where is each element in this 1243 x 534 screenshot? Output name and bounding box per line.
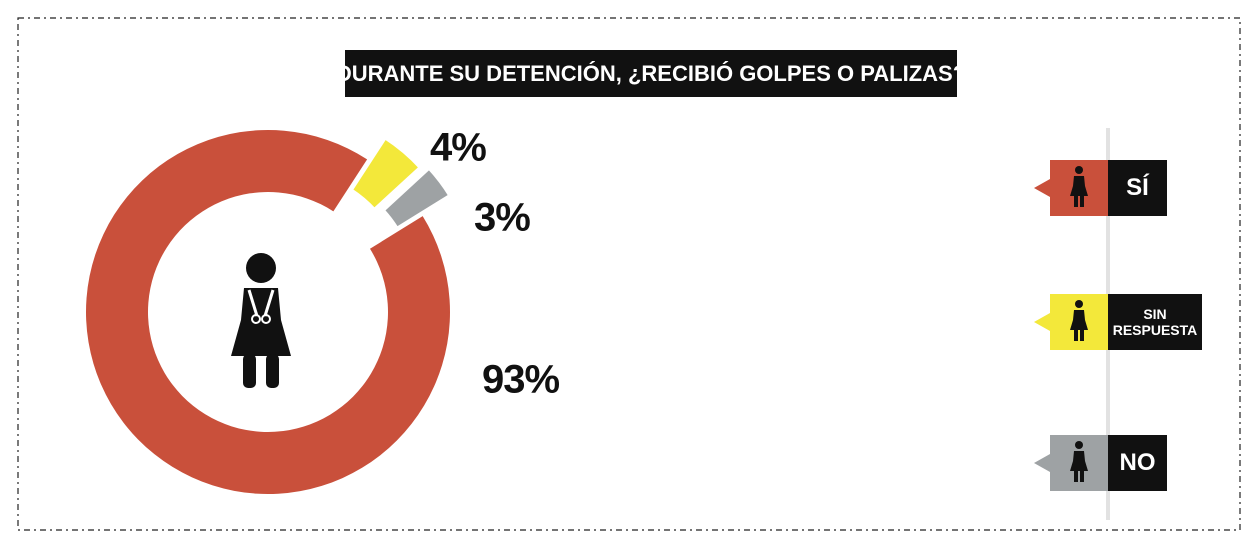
data-label: 93% [482, 358, 559, 402]
data-label: 4% [430, 126, 486, 170]
border [17, 17, 1241, 531]
legend-label: SÍ [1108, 160, 1167, 216]
donut-segment [86, 130, 451, 494]
legend-label: NO [1108, 435, 1167, 491]
donut-segment [349, 135, 423, 212]
data-label: 3% [474, 196, 530, 240]
title-box [345, 50, 957, 97]
legend-swatch [1050, 435, 1108, 491]
legend-label: SIN RESPUESTA [1108, 294, 1202, 350]
legend-swatch [1050, 294, 1108, 350]
donut-segment [381, 166, 452, 231]
legend-pointer [1034, 454, 1050, 472]
legend-pointer [1034, 313, 1050, 331]
legend-pointer [1034, 179, 1050, 197]
figure-icon [231, 253, 291, 388]
legend-swatch [1050, 160, 1108, 216]
chart-title: DURANTE SU DETENCIÓN, ¿RECIBIÓ GOLPES O … [336, 61, 966, 86]
